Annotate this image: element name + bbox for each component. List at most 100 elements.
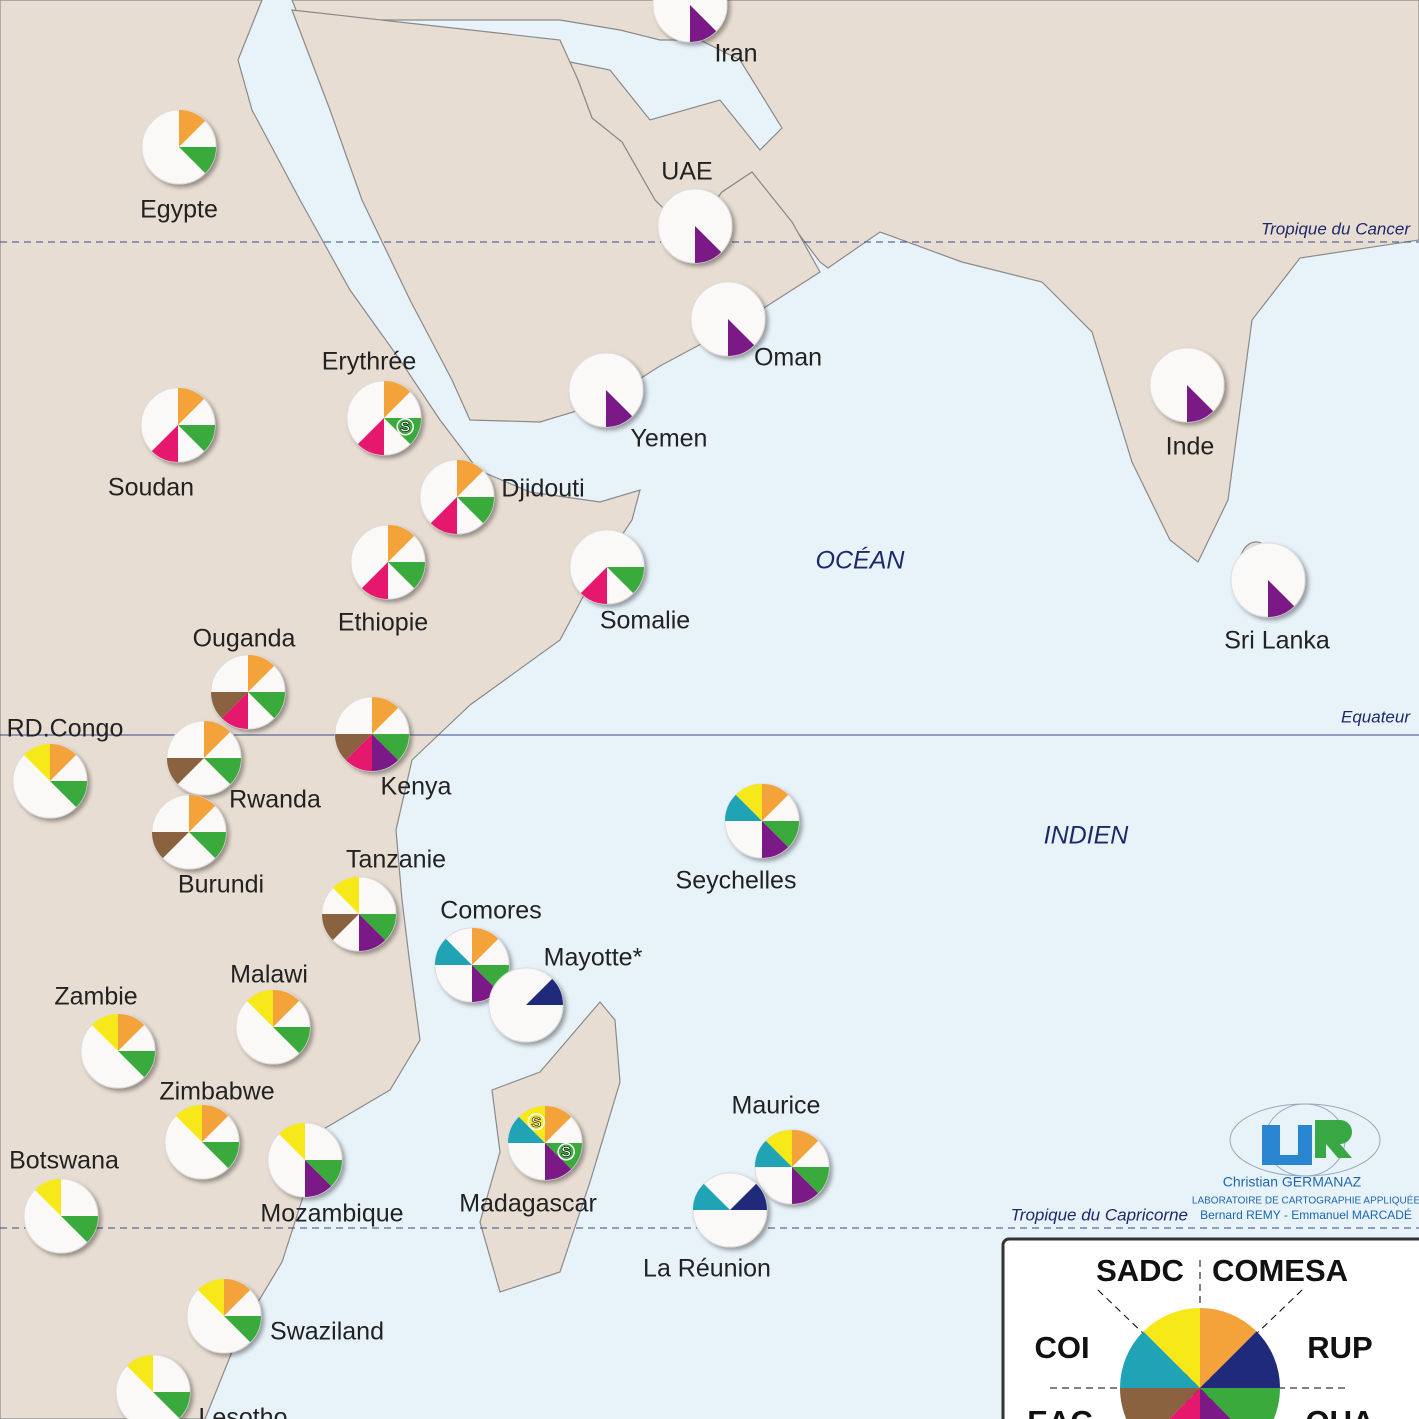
legend-label: EAC — [1027, 1404, 1092, 1419]
line-label: Equateur — [1341, 707, 1411, 726]
country-pie — [235, 989, 311, 1065]
country-pie — [321, 876, 397, 952]
country-pie — [419, 459, 495, 535]
legend: COMESA RUP OUA EAC COI SADC — [1027, 1253, 1374, 1419]
pie-slice — [322, 914, 359, 941]
pie-slice — [725, 794, 762, 821]
suspended-mark: S — [561, 1144, 571, 1161]
pie-slice — [372, 697, 399, 734]
pie-slice — [359, 914, 386, 951]
pie-slice — [118, 1014, 145, 1051]
country-pie — [23, 1178, 99, 1254]
country-pie — [692, 1172, 768, 1248]
pie-slice — [792, 1130, 819, 1167]
pie-slice — [61, 1216, 98, 1243]
pie-slice — [246, 990, 273, 1027]
country-pie — [652, 0, 728, 43]
ocean-label: OCÉAN — [816, 546, 906, 575]
country-pie — [267, 1122, 343, 1198]
country-label: Lesotho — [199, 1404, 288, 1419]
legend-label: COI — [1034, 1330, 1089, 1365]
country-pie — [140, 387, 216, 463]
legend-label: SADC — [1096, 1253, 1184, 1288]
pie-slice — [457, 460, 484, 497]
pie-slice — [730, 1183, 767, 1210]
legend-label: RUP — [1307, 1330, 1372, 1365]
line-label: Tropique du Cancer — [1261, 219, 1411, 238]
country-pie — [12, 743, 88, 819]
legend-label: COMESA — [1212, 1253, 1348, 1288]
country-pie — [724, 783, 800, 859]
pie-slice — [179, 147, 216, 174]
pie-slice — [211, 692, 248, 719]
country-label: Maurice — [732, 1092, 821, 1120]
pie-slice — [762, 784, 789, 821]
pie-slice — [792, 1167, 819, 1204]
pie-slice — [359, 914, 396, 941]
suspended-mark: S — [400, 419, 410, 436]
suspended-mark: S — [531, 1114, 541, 1131]
pie-slice — [224, 1316, 261, 1343]
pie-slice — [762, 821, 789, 858]
country-label: La Réunion — [643, 1255, 771, 1283]
pie-slice — [50, 781, 87, 808]
legend-slice — [1200, 1308, 1257, 1388]
country-label: Soudan — [108, 474, 194, 502]
pie-slice — [118, 1051, 155, 1078]
country-label: Djidouti — [501, 475, 584, 503]
pie-slice — [372, 734, 409, 761]
pie-slice — [526, 978, 563, 1005]
pies: Iran Egypte UAE Oman Yemen Inde Sri Lanka Souda… — [7, 0, 1330, 1419]
pie-slice — [332, 877, 359, 914]
pie-slice — [345, 734, 372, 771]
logo-letters — [1262, 1125, 1312, 1165]
country-pie — [164, 1104, 240, 1180]
country-pie — [1149, 347, 1225, 423]
arabia — [291, 9, 821, 423]
pie-slice — [545, 1106, 572, 1143]
country-pie — [488, 967, 564, 1043]
pie-slice — [580, 567, 607, 604]
pie-slice — [189, 795, 216, 832]
pie-slice — [792, 1167, 829, 1194]
country-pie — [569, 529, 645, 605]
pie-slice — [50, 744, 77, 781]
pie-slice — [221, 692, 248, 729]
suspended-dot — [396, 418, 414, 436]
pie-slice — [273, 990, 300, 1027]
country-label: Tanzanie — [346, 846, 446, 874]
country-label: Comores — [440, 897, 541, 925]
pie-slice — [728, 319, 755, 356]
pie-slice — [91, 1014, 118, 1051]
pie-slice — [202, 1142, 239, 1169]
country-label: UAE — [661, 158, 712, 186]
legend-label: OUA — [1306, 1404, 1375, 1419]
pie-slice — [151, 425, 178, 462]
country-label: Yemen — [631, 425, 708, 453]
pie-slice — [472, 928, 499, 965]
pie-slice — [152, 832, 189, 859]
country-pie — [568, 352, 644, 428]
pie-slice — [178, 425, 215, 452]
credit: Bernard REMY - Emmanuel MARCADÉ — [1200, 1207, 1412, 1222]
country-pie — [657, 188, 733, 264]
legend-slice — [1200, 1388, 1231, 1419]
country-label: Swaziland — [270, 1318, 384, 1346]
pie-slice — [23, 744, 50, 781]
country-pie: SS — [507, 1105, 583, 1181]
country-label: Mozambique — [260, 1200, 403, 1228]
pie-slice — [388, 525, 415, 562]
pie-slice — [305, 1160, 332, 1197]
pie-slice — [1187, 385, 1214, 422]
country-pie — [115, 1354, 191, 1419]
country-pie — [690, 281, 766, 357]
pie-slice — [197, 1279, 224, 1316]
credit: LABORATOIRE DE CARTOGRAPHIE APPLIQUÉE — [1192, 1194, 1419, 1207]
country-label: Kenya — [381, 773, 452, 801]
country-pie — [186, 1278, 262, 1354]
country-label: Sri Lanka — [1224, 627, 1330, 655]
pie-slice — [690, 5, 717, 42]
country-label: Burundi — [178, 871, 264, 899]
country-label: Rwanda — [229, 786, 321, 814]
pie-slice — [693, 1183, 730, 1210]
